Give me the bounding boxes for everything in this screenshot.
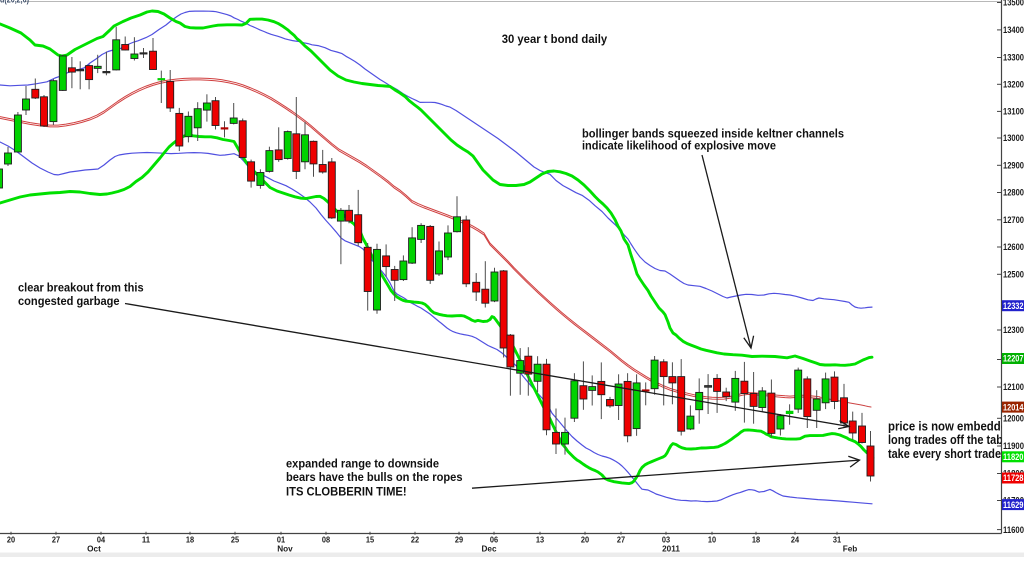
svg-text:29: 29: [455, 536, 464, 545]
svg-text:11900: 11900: [1003, 441, 1024, 451]
svg-text:expanded range to downside: expanded range to downside: [286, 457, 439, 471]
svg-text:03: 03: [662, 536, 671, 545]
svg-text:11600: 11600: [1003, 525, 1024, 535]
svg-text:bears have the bulls on the ro: bears have the bulls on the ropes: [286, 470, 463, 484]
svg-text:11820: 11820: [1003, 452, 1024, 462]
svg-text:04: 04: [97, 536, 106, 545]
svg-text:24: 24: [791, 536, 800, 545]
svg-text:price is now embedded: price is now embedded: [888, 419, 1014, 434]
svg-text:20: 20: [7, 536, 16, 545]
svg-text:13: 13: [536, 536, 545, 545]
svg-text:12207: 12207: [1003, 354, 1024, 364]
svg-text:12900: 12900: [1003, 161, 1024, 171]
svg-text:12100: 12100: [1003, 382, 1024, 392]
svg-text:27: 27: [617, 536, 626, 545]
svg-text:18: 18: [752, 536, 761, 545]
svg-text:08: 08: [322, 536, 331, 545]
svg-text:13500: 13500: [1003, 0, 1024, 8]
svg-text:11: 11: [142, 536, 151, 545]
svg-text:15: 15: [366, 536, 375, 545]
svg-text:25: 25: [231, 536, 240, 545]
svg-text:12014: 12014: [1003, 402, 1024, 412]
svg-text:bollinger bands squeezed insid: bollinger bands squeezed inside keltner …: [582, 129, 844, 141]
svg-text:Feb: Feb: [843, 545, 858, 554]
svg-text:13100: 13100: [1003, 107, 1024, 117]
svg-text:2011: 2011: [662, 545, 680, 554]
svg-text:01: 01: [277, 536, 286, 545]
svg-text:12300: 12300: [1003, 325, 1024, 335]
svg-text:12600: 12600: [1003, 242, 1024, 252]
svg-text:12500: 12500: [1003, 270, 1024, 280]
svg-text:13300: 13300: [1003, 53, 1024, 63]
svg-text:12800: 12800: [1003, 188, 1024, 198]
svg-text:d(20,2,0): d(20,2,0): [0, 0, 29, 6]
svg-text:18: 18: [186, 536, 195, 545]
svg-text:take every short trade: take every short trade: [888, 446, 1001, 461]
svg-text:12000: 12000: [1003, 414, 1024, 424]
svg-text:ITS CLOBBERIN TIME!: ITS CLOBBERIN TIME!: [286, 484, 407, 498]
svg-text:10: 10: [708, 536, 717, 545]
svg-text:indicate likelihood of explosi: indicate likelihood of explosive move: [582, 140, 776, 152]
svg-text:31: 31: [833, 536, 842, 545]
svg-text:06: 06: [490, 536, 499, 545]
svg-text:12700: 12700: [1003, 215, 1024, 225]
svg-text:clear breakout from this: clear breakout from this: [18, 281, 144, 295]
svg-text:long trades off the table: long trades off the table: [888, 432, 1012, 447]
svg-text:30 year t bond daily: 30 year t bond daily: [502, 32, 608, 46]
svg-text:Nov: Nov: [277, 545, 293, 554]
svg-text:13400: 13400: [1003, 25, 1024, 35]
svg-text:11629: 11629: [1003, 500, 1024, 510]
svg-text:12332: 12332: [1003, 301, 1024, 311]
svg-text:13000: 13000: [1003, 133, 1024, 143]
svg-text:20: 20: [581, 536, 590, 545]
svg-text:22: 22: [411, 536, 420, 545]
svg-text:27: 27: [52, 536, 61, 545]
svg-text:congested garbage: congested garbage: [18, 294, 120, 308]
svg-text:Dec: Dec: [481, 545, 496, 554]
svg-text:Oct: Oct: [87, 545, 101, 554]
svg-text:11728: 11728: [1003, 473, 1024, 483]
svg-text:13200: 13200: [1003, 80, 1024, 90]
